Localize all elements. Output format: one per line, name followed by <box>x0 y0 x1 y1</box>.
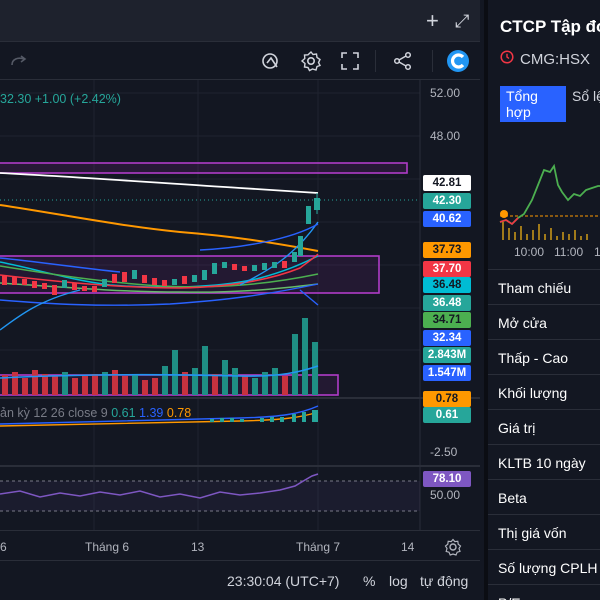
gear-icon[interactable] <box>298 48 324 74</box>
toolbar-divider <box>375 50 376 72</box>
macd-label: ản kỳ <box>0 406 30 420</box>
company-title: CTCP Tập đo <box>500 17 600 36</box>
time-label: Tháng 6 <box>85 540 130 554</box>
bb-lower-line <box>0 283 319 306</box>
tab-summary[interactable]: Tổng hợp <box>500 86 566 122</box>
indicator-settings-icon[interactable] <box>258 48 284 74</box>
axis-settings-icon[interactable] <box>444 538 462 561</box>
macd-value-1: 0.61 <box>111 406 136 420</box>
price-tag: 34.71 <box>423 312 471 328</box>
fullscreen-icon[interactable] <box>337 48 363 74</box>
bottom-bar: 23:30:04 (UTC+7) % log tự động <box>0 560 480 600</box>
price-tag: 36.48 <box>423 295 471 311</box>
intraday-mini-chart: 10:00 11:00 1 <box>499 163 600 259</box>
price-tag: 1.547M <box>423 365 471 381</box>
price-tag: 40.62 <box>423 211 471 227</box>
tab-order-book[interactable]: Sổ lệnh <box>572 88 600 104</box>
bb-outer-upper-line <box>0 223 319 273</box>
stat-row: P/E <box>488 584 600 600</box>
rsi-pane <box>0 473 420 512</box>
time-label: 14 <box>401 540 415 554</box>
symbol-row[interactable]: CMG:HSX <box>500 50 590 68</box>
stat-row: Khối lượng <box>488 374 600 409</box>
price-tag: 42.30 <box>423 193 471 209</box>
price-axis-label: 52.00 <box>430 86 461 100</box>
candlesticks <box>2 193 320 295</box>
stat-row: Giá trị <box>488 409 600 444</box>
price-axis-label: 50.00 <box>430 488 461 502</box>
ma-orange-line <box>0 204 319 252</box>
toolbar-divider <box>432 50 433 72</box>
stat-row: Thị giá vốn <box>488 514 600 549</box>
macd-legend: ản kỳ 12 26 close 9 0.61 1.39 0.78 <box>0 406 191 420</box>
macd-params: 12 26 close 9 <box>33 406 108 420</box>
volume-bars <box>0 318 319 395</box>
ma-green-line <box>0 265 319 288</box>
symbol-code: CMG:HSX <box>520 50 591 68</box>
bb-outer-line <box>0 221 319 331</box>
stat-row: Mở cửa <box>488 304 600 339</box>
price-tag: 42.81 <box>423 175 471 191</box>
stat-row: Beta <box>488 479 600 514</box>
macd-value-3: 0.78 <box>166 406 192 420</box>
auto-scale-button[interactable]: tự động <box>420 573 469 589</box>
macd-value-2: 1.39 <box>139 406 164 420</box>
brand-logo-icon[interactable] <box>445 48 471 74</box>
clock-icon <box>500 50 514 68</box>
price-axis-label: 48.00 <box>430 129 461 143</box>
resistance-zone[interactable] <box>0 162 408 174</box>
price-tag: 37.73 <box>423 242 471 258</box>
chart-panel: + ⤢ <box>0 0 480 600</box>
add-symbol-button[interactable]: + <box>426 8 439 33</box>
mini-time-label: 11:00 <box>554 245 583 259</box>
price-legend: 32.30 +1.00 (+2.42%) <box>0 92 121 106</box>
mini-time-label: 10:00 <box>514 245 544 259</box>
log-scale-button[interactable]: log <box>389 573 408 589</box>
stat-row: Thấp - Cao <box>488 339 600 374</box>
price-tag: 32.34 <box>423 330 471 346</box>
percent-scale-button[interactable]: % <box>363 573 376 589</box>
price-tag: 37.70 <box>423 261 471 277</box>
mini-time-label: 1 <box>594 245 600 259</box>
redo-icon[interactable] <box>6 48 32 74</box>
ma-lightgreen-line <box>0 282 319 293</box>
price-axis-label: -2.50 <box>430 445 458 459</box>
share-icon[interactable] <box>390 48 416 74</box>
price-chart[interactable] <box>0 80 480 530</box>
time-label: 13 <box>191 540 205 554</box>
price-tag: 36.48 <box>423 277 471 293</box>
stat-row: KLTB 10 ngày <box>488 444 600 479</box>
panel-tabs: Tổng hợp Sổ lệnh <box>500 86 600 122</box>
ma-red-line <box>0 253 319 289</box>
price-tag: 2.843M <box>423 347 471 363</box>
stat-row: Tham chiếu <box>488 269 600 304</box>
price-tag: 0.61 <box>423 407 471 423</box>
clock-display: 23:30:04 (UTC+7) <box>227 573 340 589</box>
ma-white-line <box>0 172 319 194</box>
time-axis: 6 Tháng 6 13 Tháng 7 14 <box>0 530 480 560</box>
time-label: Tháng 7 <box>296 540 341 554</box>
price-tag: 78.10 <box>423 471 471 487</box>
time-label: 6 <box>0 540 7 554</box>
price-tag: 0.78 <box>423 391 471 407</box>
chart-toolbar <box>0 42 480 80</box>
stat-row: Số lượng CPLH <box>488 549 600 584</box>
chart-header: + ⤢ <box>0 0 480 42</box>
quote-side-panel: CTCP Tập đo CMG:HSX Tổng hợp Sổ lệnh 10:… <box>484 0 600 600</box>
macd-pane <box>0 405 319 427</box>
expand-button[interactable]: ⤢ <box>455 11 470 31</box>
